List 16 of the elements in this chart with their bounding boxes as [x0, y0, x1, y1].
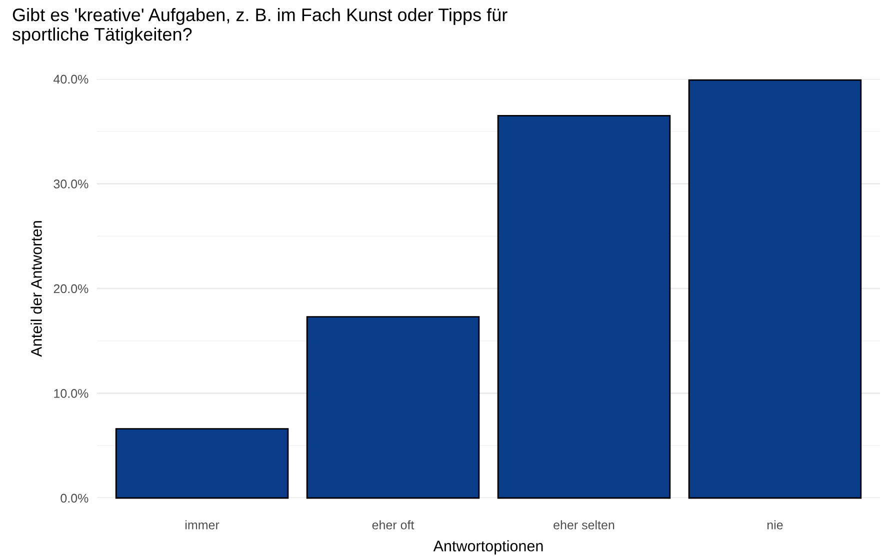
x-axis-title: Antwortoptionen — [433, 540, 543, 554]
x-tick-label: eher selten — [554, 520, 614, 530]
chart-title: Gibt es 'kreative' Aufgaben, z. B. im Fach Kunst oder Tipps für sportliche Tätigkeiten? — [12, 8, 508, 44]
bar — [306, 316, 480, 499]
bar — [115, 428, 289, 499]
bar — [497, 114, 671, 499]
y-tick-label: 30.0% — [54, 180, 88, 188]
bar — [688, 79, 862, 499]
y-tick-label: 40.0% — [54, 74, 88, 84]
x-tick-label: immer — [186, 520, 220, 530]
y-tick-label: 0.0% — [60, 494, 88, 503]
y-axis-title: Anteil der Antworten — [30, 221, 42, 357]
y-tick-label: 20.0% — [54, 284, 88, 294]
y-tick-label: 10.0% — [54, 389, 88, 398]
x-tick-label: eher oft — [372, 520, 414, 530]
x-tick-label: nie — [767, 520, 783, 530]
